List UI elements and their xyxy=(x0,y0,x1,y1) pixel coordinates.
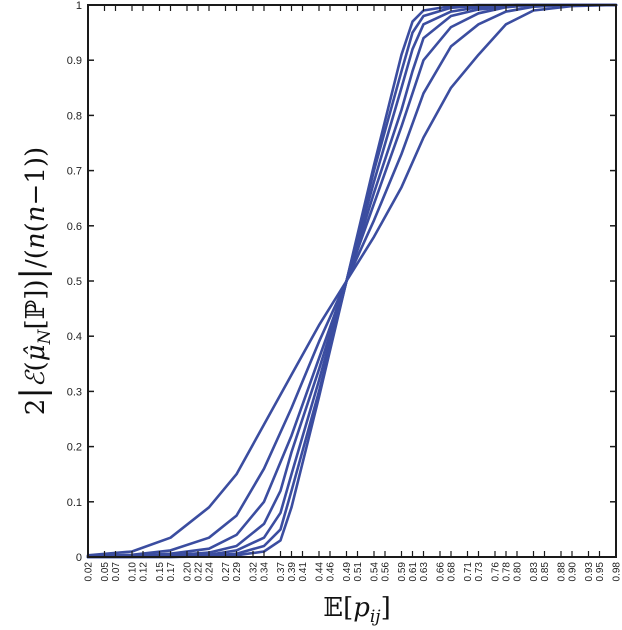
x-tick-label: 0.07 xyxy=(111,562,122,582)
x-tick-label: 0.68 xyxy=(447,562,458,582)
x-tick-label: 0.85 xyxy=(540,562,551,582)
series-line-1 xyxy=(86,3,618,557)
y-axis-label: 2|ℰ(μ̂N[ℙ])|/(n(n−1)) xyxy=(13,147,55,415)
plot-frame xyxy=(87,4,617,558)
x-tick-label: 0.78 xyxy=(502,562,513,582)
y-tick-label: 0.7 xyxy=(67,166,82,178)
y-tick-label: 0.2 xyxy=(67,442,82,454)
y-tick-label: 0.8 xyxy=(67,110,82,122)
x-tick-label: 0.83 xyxy=(529,562,540,582)
x-tick-label: 0.02 xyxy=(84,562,95,582)
series-line-4 xyxy=(86,3,618,559)
x-tick-label: 0.24 xyxy=(205,562,216,582)
x-tick-label: 0.12 xyxy=(139,562,150,582)
x-tick-label: 0.10 xyxy=(128,562,139,582)
x-axis-label: 𝔼[pij] xyxy=(323,593,391,627)
x-tick-label: 0.54 xyxy=(370,562,381,582)
x-tick-label: 0.90 xyxy=(568,562,579,582)
x-tick-label: 0.93 xyxy=(584,562,595,582)
x-tick-label: 0.76 xyxy=(491,562,502,582)
x-tick-label: 0.59 xyxy=(397,562,408,582)
x-tick-label: 0.44 xyxy=(315,562,326,582)
x-tick-label: 0.61 xyxy=(408,562,419,582)
y-tick-label: 1 xyxy=(76,0,82,12)
x-tick-label: 0.63 xyxy=(419,562,430,582)
y-tick-label: 0.6 xyxy=(67,221,82,233)
y-tick-label: 0.1 xyxy=(67,497,82,509)
series-line-2 xyxy=(86,3,618,558)
x-tick-label: 0.66 xyxy=(436,562,447,582)
y-tick-label: 0.9 xyxy=(67,55,82,67)
x-tick-label: 0.20 xyxy=(183,562,194,582)
x-tick-label: 0.05 xyxy=(100,562,111,582)
axes: 0 0.1 0.2 0.3 0.4 0.5 0.6 0.7 0.8 0.9 1 0.02 0.05 0.0… xyxy=(67,0,622,581)
x-tick-label: 0.22 xyxy=(194,562,205,582)
x-tick-label: 0.32 xyxy=(249,562,260,582)
x-tick-label: 0.17 xyxy=(166,562,177,582)
x-tick-label: 0.27 xyxy=(221,562,232,582)
x-tick-label: 0.15 xyxy=(155,562,166,582)
plot-area xyxy=(86,3,618,559)
x-tick-label: 0.88 xyxy=(557,562,568,582)
x-tick-label: 0.73 xyxy=(474,562,485,582)
series-line-6 xyxy=(86,3,618,559)
x-tick-label: 0.71 xyxy=(463,562,474,582)
x-tick-label: 0.39 xyxy=(287,562,298,582)
y-tick-label: 0.5 xyxy=(67,276,82,288)
y-tick-label: 0 xyxy=(76,552,82,564)
x-tick-label: 0.98 xyxy=(612,562,622,582)
series-line-5 xyxy=(86,3,618,559)
x-tick-label: 0.51 xyxy=(353,562,364,582)
series-line-7 xyxy=(86,3,618,559)
series-line-3 xyxy=(86,3,618,558)
x-tick-label: 0.37 xyxy=(276,562,287,582)
y-tick-label: 0.4 xyxy=(67,331,82,343)
x-tick-label: 0.34 xyxy=(260,562,271,582)
x-tick-label: 0.29 xyxy=(232,562,243,582)
x-tick-label: 0.49 xyxy=(342,562,353,582)
x-tick-label: 0.95 xyxy=(595,562,606,582)
x-tick-label: 0.80 xyxy=(513,562,524,582)
x-axis-label-text: 𝔼[pij] xyxy=(323,593,391,627)
x-tick-label: 0.56 xyxy=(381,562,392,582)
x-tick-label: 0.41 xyxy=(298,562,309,582)
x-tick-label: 0.46 xyxy=(326,562,337,582)
y-axis-label-text: 2|ℰ(μ̂N[ℙ])|/(n(n−1)) xyxy=(13,147,55,415)
y-tick-label: 0.3 xyxy=(67,386,82,398)
